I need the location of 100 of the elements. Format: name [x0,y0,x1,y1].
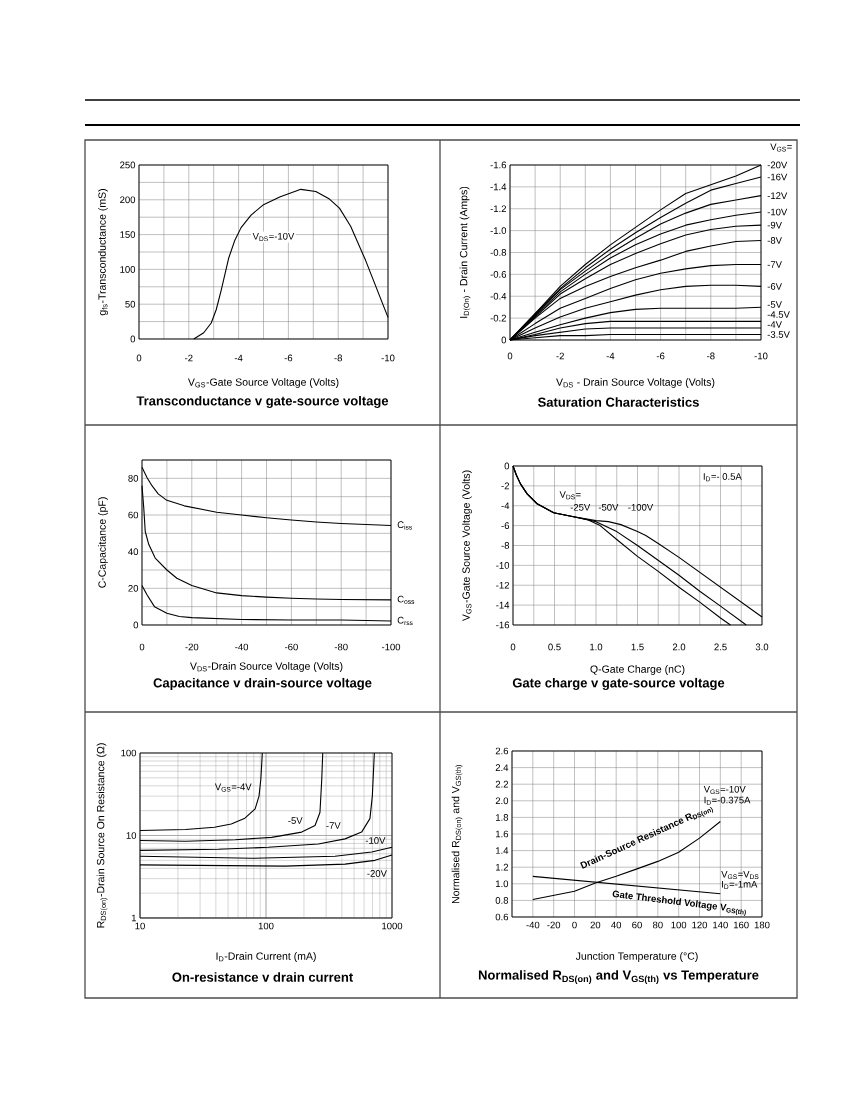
series-label: -4.5V [767,311,790,318]
x-tick-label: -10 [381,354,395,362]
y-tick-label: 2.0 [495,797,509,805]
y-tick-label: 200 [120,196,136,204]
series-label: -10V [365,837,386,844]
series-label: -25V [570,503,591,511]
x-tick-label: 0 [572,921,577,929]
annotation: I$_{D}$=- 0.5A [703,473,742,482]
y-tick-label: -1.6 [490,161,507,169]
x-axis-title: Q-Gate Charge (nC) [590,665,685,675]
x-axis-title: Junction Temperature (°C) [575,952,698,962]
y-tick-label: 60 [128,511,139,519]
x-axis-title: V$_{GS}$-Gate Source Voltage (Volts) [187,378,339,388]
y-tick-label: -0.2 [490,314,507,322]
series-label: -10V [767,208,788,216]
y-tick-label: 1 [131,914,137,922]
text: Gate Threshold Voltage V$_{GS(th)}$ [612,890,746,916]
series-label: -20V [367,870,387,877]
y-tick-label: -14 [496,601,510,609]
annotation: V$_{GS}$=-10V [703,785,746,795]
x-tick-label: 180 [754,921,770,929]
y-tick-label: 1.6 [496,830,509,838]
y-tick-label: -0.6 [490,271,507,278]
series-label: C$_{iss}$ [397,521,412,530]
x-axis-title: V$_{DS}$ - Drain Source Voltage (Volts) [556,378,715,388]
series-label: -6V [767,283,782,290]
x-tick-label: 0.5 [548,643,561,651]
y-tick-label: 2.6 [495,747,509,755]
y-tick-label: -6 [501,522,510,529]
y-axis-title: g$_{fs}$-Transconductance (mS) [98,189,108,316]
y-tick-label: 1.2 [496,863,509,871]
y-tick-label: 50 [125,300,136,308]
y-tick-label: -2 [501,482,510,490]
series-label: -100V [628,503,654,511]
y-tick-label: -0.4 [490,292,507,300]
x-tick-label: -20 [547,921,561,929]
y-tick-label: -16 [496,621,510,629]
text: On-resistance v drain current [172,972,353,982]
x-tick-label: -60 [284,643,298,651]
y-axis-title: I$_{D(On)}$ - Drain Current (Amps) [459,186,471,318]
y-tick-label: 150 [120,231,136,238]
y-tick-label: 2.4 [495,764,509,771]
annotation: V$_{DS}$=-10V [252,232,295,242]
x-tick-label: 0 [510,643,516,651]
annotation: I$_{D}$=-0.375A [704,796,751,805]
x-tick-label: 2.5 [714,643,727,651]
y-tick-label: 1.8 [496,814,509,821]
y-tick-label: 0 [501,336,507,344]
x-axis-title: I$_{D}$-Drain Current (mA) [216,952,316,962]
y-tick-label: 10 [126,832,137,839]
x-tick-label: -80 [334,643,348,651]
annotation: V$_{DS}$= [559,491,581,500]
text: Transconductance v gate-source voltage [136,395,389,409]
series-label: -16V [767,173,788,181]
y-tick-label: 80 [128,474,139,482]
x-tick-label: -20 [185,643,199,651]
y-axis-title: C-Capacitance (pF) [98,497,108,588]
x-tick-label: -4 [234,354,243,362]
series-label: -8V [767,237,782,244]
x-tick-label: -40 [235,643,249,651]
y-axis-title: R$_{DS(on)}$-Drain Source On Resistance (Ω) [96,743,108,928]
x-tick-label: -2 [185,354,193,362]
x-tick-label: 2.0 [672,643,686,651]
series-label: -5V [288,817,303,824]
y-tick-label: 100 [121,749,137,757]
y-tick-label: -8 [501,542,510,549]
text: Normalised R$_{DS(on)}$ and V$_{GS(th)}$ vs Temperature [478,970,759,984]
x-tick-label: 80 [652,921,663,929]
y-tick-label: -10 [496,562,510,569]
y-tick-label: 20 [128,584,139,592]
y-tick-label: 250 [120,161,136,169]
y-tick-label: 0 [130,335,136,343]
text: V$_{GS}$= [770,143,792,152]
x-tick-label: 40 [611,921,622,929]
y-tick-label: 0.6 [495,913,509,921]
annotation: I$_{D}$=-1mA [722,880,758,889]
y-tick-label: -12 [496,581,510,589]
series-label: -5V [767,301,782,308]
series-label: V$_{GS}$=-4V [214,783,252,792]
x-tick-label: -4 [606,352,615,360]
y-tick-label: 1.4 [496,847,509,854]
x-tick-label: 1000 [382,922,403,930]
y-tick-label: -4 [501,502,510,510]
x-tick-label: 0 [139,643,145,651]
series-label: -12V [767,192,788,199]
x-tick-label: 100 [258,922,274,930]
y-axis-title: Normalised R$_{DS(on)}$ and V$_{GS(th)}$ [451,765,463,904]
x-tick-label: -2 [556,352,564,360]
x-tick-label: -40 [526,921,540,929]
x-tick-label: -100 [381,643,401,651]
x-tick-label: 140 [713,921,728,929]
x-tick-label: 60 [632,921,642,929]
annotation: V$_{GS}$=V$_{DS}$ [721,870,759,880]
y-tick-label: 1.0 [496,880,509,888]
x-tick-label: 1.0 [590,643,603,651]
series-label: -3.5V [767,331,790,338]
x-tick-label: 20 [590,921,601,929]
series-label: -20V [767,161,788,169]
y-tick-label: -0.8 [490,249,507,256]
y-tick-label: -1.4 [490,183,507,191]
